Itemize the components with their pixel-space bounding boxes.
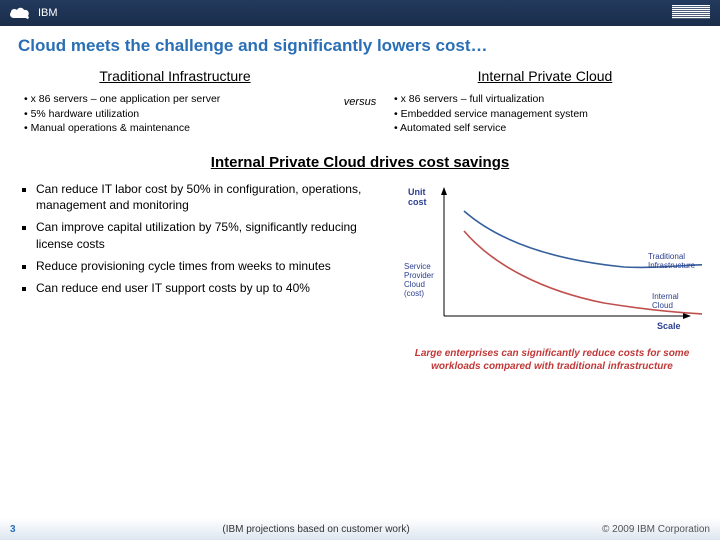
footer-note: (IBM projections based on customer work) xyxy=(30,524,602,535)
bullet: • Automated self service xyxy=(394,121,700,136)
cloud-col: Internal Private Cloud • x 86 servers – … xyxy=(390,68,700,136)
page-number: 3 xyxy=(10,524,30,535)
benefits-list: Can reduce IT labor cost by 50% in confi… xyxy=(18,181,392,373)
list-item: Can reduce IT labor cost by 50% in confi… xyxy=(36,181,392,213)
y-axis-label: Unit xyxy=(408,187,426,197)
chart-container: Unit cost Service Provider Cloud (cost) … xyxy=(402,181,702,373)
cloud-icon xyxy=(8,6,32,20)
savings-title: Internal Private Cloud drives cost savin… xyxy=(0,154,720,171)
bullet: • x 86 servers – one application per ser… xyxy=(24,92,330,107)
footer-bar: 3 (IBM projections based on customer wor… xyxy=(0,518,720,540)
svg-text:Traditional: Traditional xyxy=(648,252,685,261)
cost-chart: Unit cost Service Provider Cloud (cost) … xyxy=(402,181,702,341)
list-item: Can reduce end user IT support costs by … xyxy=(36,280,392,296)
svg-text:Service: Service xyxy=(404,262,431,271)
cloud-bullets: • x 86 servers – full virtualization • E… xyxy=(390,92,700,136)
bullet: • Embedded service management system xyxy=(394,107,700,122)
svg-text:(cost): (cost) xyxy=(404,289,424,298)
bullet: • Manual operations & maintenance xyxy=(24,121,330,136)
brand-text: IBM xyxy=(38,7,58,19)
ibm-logo xyxy=(672,5,710,19)
traditional-bullets: • x 86 servers – one application per ser… xyxy=(20,92,330,136)
svg-text:Cloud: Cloud xyxy=(652,301,673,310)
svg-text:Internal: Internal xyxy=(652,292,679,301)
bottom-row: Can reduce IT labor cost by 50% in confi… xyxy=(0,181,720,373)
chart-caption: Large enterprises can significantly redu… xyxy=(402,346,702,373)
traditional-col: Traditional Infrastructure • x 86 server… xyxy=(20,68,330,136)
svg-text:Cloud: Cloud xyxy=(404,280,425,289)
bullet: • x 86 servers – full virtualization xyxy=(394,92,700,107)
cloud-title: Internal Private Cloud xyxy=(390,68,700,84)
svg-text:Scale: Scale xyxy=(657,321,681,331)
slide-title: Cloud meets the challenge and significan… xyxy=(0,26,720,64)
bullet: • 5% hardware utilization xyxy=(24,107,330,122)
svg-text:cost: cost xyxy=(408,197,427,207)
copyright: © 2009 IBM Corporation xyxy=(602,524,710,535)
traditional-title: Traditional Infrastructure xyxy=(20,68,330,84)
header-bar: IBM xyxy=(0,0,720,26)
svg-text:Infrastructure: Infrastructure xyxy=(648,261,696,270)
comparison-row: Traditional Infrastructure • x 86 server… xyxy=(0,64,720,136)
list-item: Can improve capital utilization by 75%, … xyxy=(36,219,392,251)
svg-text:Provider: Provider xyxy=(404,271,434,280)
versus-label: versus xyxy=(338,68,382,108)
list-item: Reduce provisioning cycle times from wee… xyxy=(36,258,392,274)
